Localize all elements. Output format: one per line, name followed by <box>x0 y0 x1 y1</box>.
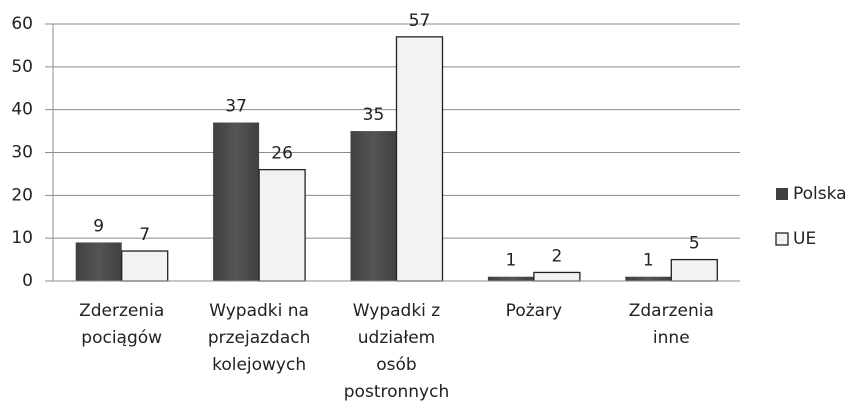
legend-label: Polska <box>793 184 847 204</box>
y-tick-label: 50 <box>11 57 33 77</box>
y-tick-label: 30 <box>11 143 33 163</box>
data-label: 37 <box>225 97 247 117</box>
data-label: 7 <box>139 225 150 245</box>
x-tick-label: Wypadki na przejazdach kolejowych <box>208 301 311 375</box>
x-tick-label: Wypadki z udziałem osób postronnych <box>344 301 449 402</box>
legend-label: UE <box>793 229 816 249</box>
legend-swatch <box>775 232 789 246</box>
y-tick-label: 0 <box>22 271 33 291</box>
y-tick-label: 10 <box>11 228 33 248</box>
x-tick-label: Pożary <box>506 301 562 321</box>
data-label: 57 <box>409 11 431 31</box>
bar <box>487 276 534 281</box>
x-tick-label: Zdarzenia inne <box>629 301 714 348</box>
y-tick-label: 60 <box>11 14 33 34</box>
data-label: 9 <box>93 216 104 236</box>
data-label: 1 <box>505 251 516 271</box>
bar <box>670 258 718 282</box>
y-tick-label: 40 <box>11 100 33 120</box>
bar <box>75 242 122 281</box>
bar <box>395 36 444 282</box>
bar <box>625 276 672 281</box>
bar <box>258 168 306 282</box>
bar <box>350 131 397 281</box>
data-label: 2 <box>551 246 562 266</box>
legend-swatch <box>776 188 788 200</box>
bar <box>213 122 260 282</box>
data-label: 1 <box>643 251 654 271</box>
x-tick-label: Zderzenia pociągów <box>79 301 164 348</box>
data-label: 5 <box>689 234 700 254</box>
data-label: 26 <box>271 144 293 164</box>
data-label: 35 <box>363 105 385 125</box>
y-tick-label: 20 <box>11 185 33 205</box>
bar <box>121 250 169 282</box>
bar <box>533 271 581 282</box>
